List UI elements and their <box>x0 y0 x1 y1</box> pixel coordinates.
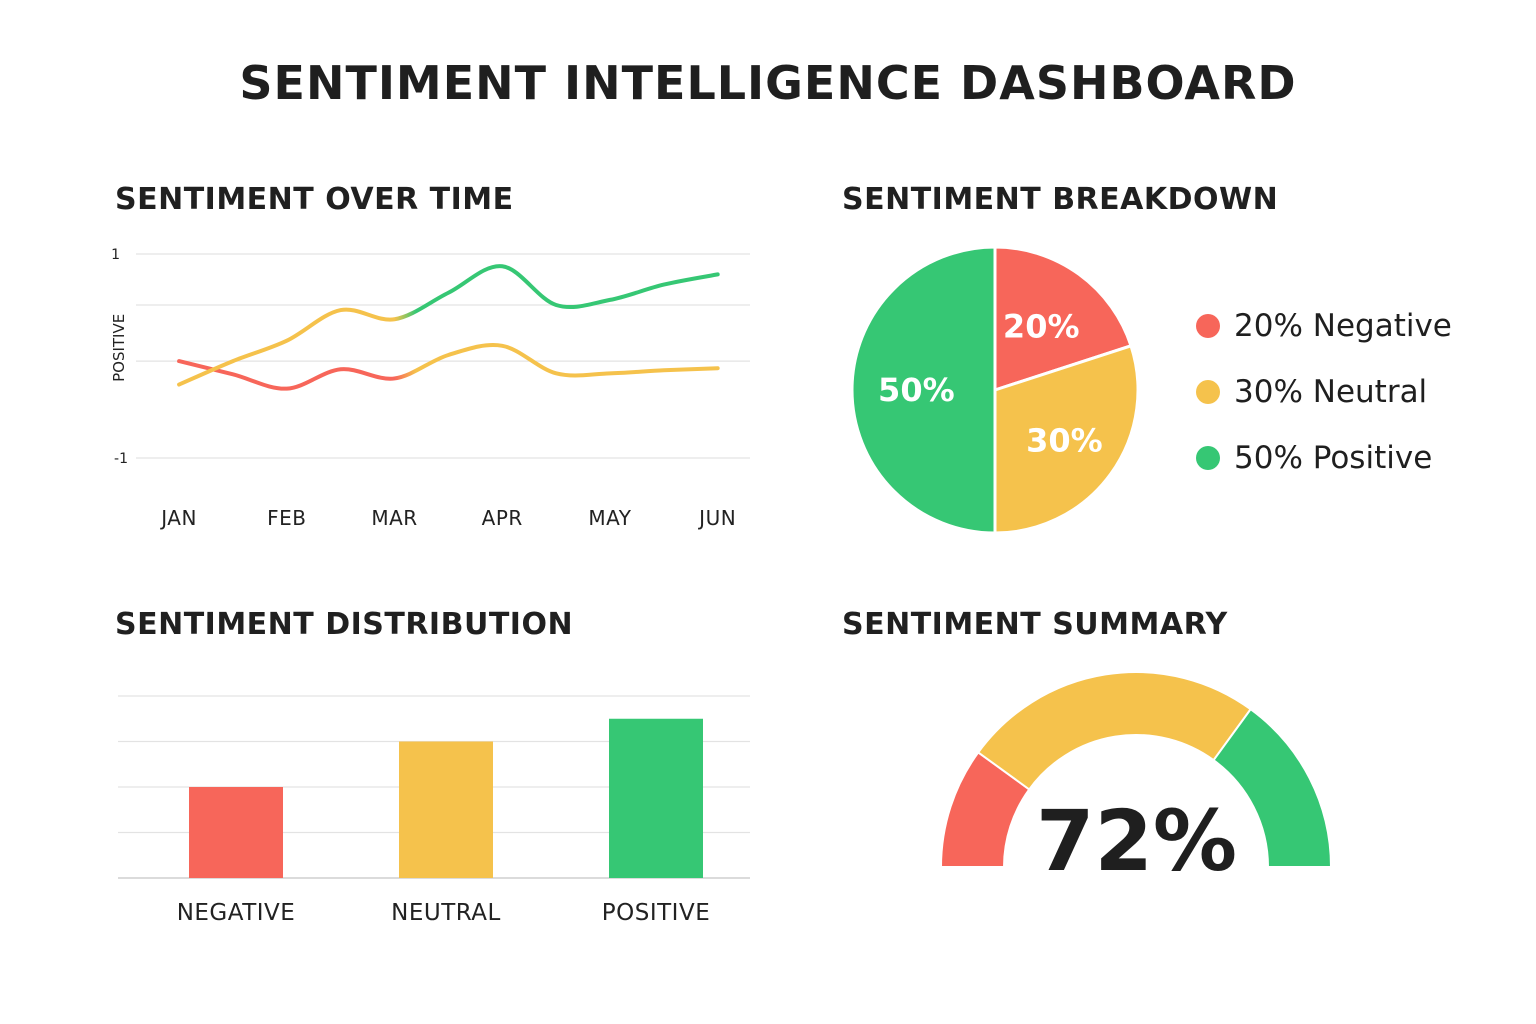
bar-category-label: POSITIVE <box>602 900 710 926</box>
sentiment-over-time-title: SENTIMENT OVER TIME <box>115 182 514 217</box>
sentiment-distribution-chart: NEGATIVE NEUTRAL POSITIVE <box>118 695 750 926</box>
bar-negative <box>189 787 283 878</box>
series-line <box>177 343 720 391</box>
negative-dot-icon <box>1196 314 1220 338</box>
x-tick-label: JUN <box>697 506 736 530</box>
sentiment-breakdown-title: SENTIMENT BREAKDOWN <box>842 182 1279 217</box>
series-line <box>177 264 720 387</box>
pie-slice-label: 50% <box>878 371 955 409</box>
bar-category-label: NEGATIVE <box>177 900 296 926</box>
sentiment-distribution-title: SENTIMENT DISTRIBUTION <box>115 607 574 642</box>
bar-positive <box>609 718 703 878</box>
pie-slice-neutral <box>993 343 1140 535</box>
positive-dot-icon <box>1196 446 1220 470</box>
legend-item-positive: 50% Positive <box>1196 436 1452 480</box>
pie-slice-label: 20% <box>1003 307 1080 345</box>
pie-legend: 20% Negative 30% Neutral 50% Positive <box>1196 304 1452 502</box>
y-tick-label: -1 <box>114 451 128 467</box>
gauge-value: 72% <box>1036 792 1238 890</box>
sentiment-over-time-chart: 1 -1 POSITIVE JAN FEB MAR APR MAY JUN <box>110 247 750 530</box>
sentiment-summary-gauge <box>939 671 1333 868</box>
x-tick-label: MAR <box>371 506 417 530</box>
pie-slice-label: 30% <box>1026 421 1103 459</box>
x-tick-label: APR <box>482 506 523 530</box>
sentiment-summary-title: SENTIMENT SUMMARY <box>842 607 1228 642</box>
dashboard-title: SENTIMENT INTELLIGENCE DASHBOARD <box>239 56 1297 110</box>
bar-category-label: NEUTRAL <box>391 900 501 926</box>
sentiment-breakdown-pie: 20% 30% 50% <box>850 245 1140 535</box>
x-tick-label: MAY <box>588 506 631 530</box>
bar-neutral <box>399 741 493 878</box>
x-tick-label: JAN <box>159 506 197 530</box>
gauge-band-neutral <box>976 671 1253 791</box>
legend-item-negative: 20% Negative <box>1196 304 1452 348</box>
gauge-band-positive <box>1212 707 1333 868</box>
legend-label-negative: 20% Negative <box>1234 308 1452 344</box>
y-axis-label: POSITIVE <box>110 314 128 382</box>
y-tick-label: 1 <box>111 247 120 263</box>
legend-label-positive: 50% Positive <box>1234 440 1433 476</box>
legend-item-neutral: 30% Neutral <box>1196 370 1452 414</box>
pie-slice-negative <box>993 245 1133 393</box>
neutral-dot-icon <box>1196 380 1220 404</box>
x-tick-label: FEB <box>267 506 306 530</box>
pie-slice-positive <box>850 245 997 535</box>
legend-label-neutral: 30% Neutral <box>1234 374 1428 410</box>
